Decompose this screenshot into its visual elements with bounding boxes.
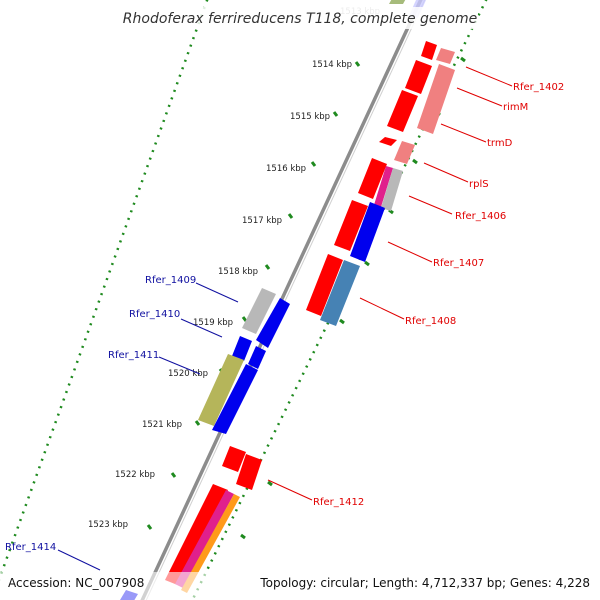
label-trmd[interactable]: trmD (487, 138, 513, 149)
tick-label-1523: 1523 kbp (88, 520, 128, 530)
gene-labels-right: Rfer_1402 rimM trmD rplS Rfer_1406 Rfer_… (313, 82, 564, 508)
tick-label-1518: 1518 kbp (218, 267, 258, 277)
gene-gray-1[interactable] (381, 168, 403, 211)
label-rfer-1411[interactable]: Rfer_1411 (108, 350, 159, 361)
tick-label-1515: 1515 kbp (290, 112, 330, 122)
tick-label-1517: 1517 kbp (242, 216, 282, 226)
label-rfer-1406[interactable]: Rfer_1406 (455, 211, 506, 222)
label-rfer-1407[interactable]: Rfer_1407 (433, 258, 484, 269)
gene-rfer-1410[interactable] (232, 336, 252, 361)
label-rfer-1409[interactable]: Rfer_1409 (145, 275, 196, 286)
label-rfer-1412[interactable]: Rfer_1412 (313, 497, 364, 508)
gene-blue-b[interactable] (256, 298, 290, 348)
gene-rimm[interactable] (405, 60, 432, 94)
gene-blue-f[interactable] (212, 364, 258, 434)
gene-rfer-1408[interactable] (320, 260, 360, 326)
label-rpls[interactable]: rplS (469, 179, 489, 190)
label-rfer-1414[interactable]: Rfer_1414 (5, 542, 56, 553)
gene-labels-left: Rfer_1409 Rfer_1410 Rfer_1411 Rfer_1414 (5, 275, 196, 553)
map-title: Rhodoferax ferrireducens T118, complete … (123, 11, 477, 27)
gene-rfer-1412[interactable] (236, 454, 262, 490)
accession-text: Accession: NC_007908 (8, 576, 144, 590)
gene-trmd[interactable] (417, 64, 455, 134)
gene-blue-d[interactable] (248, 346, 266, 369)
plus-strand-genes (165, 41, 455, 593)
gene-rfer-1406[interactable] (334, 200, 368, 251)
outer-dotted-track (0, 0, 209, 581)
tick-label-1519: 1519 kbp (193, 318, 233, 328)
gene-red-4[interactable] (387, 90, 418, 132)
tick-label-1520: 1520 kbp (168, 369, 208, 379)
tick-label-1516: 1516 kbp (266, 164, 306, 174)
gene-red-7[interactable] (358, 158, 387, 199)
gene-rfer-1402-a[interactable] (421, 41, 437, 60)
label-rimm[interactable]: rimM (503, 102, 528, 113)
gene-rpls[interactable] (394, 141, 415, 164)
gene-red-5[interactable] (379, 137, 397, 146)
faded-gene-top[interactable] (389, 0, 408, 4)
gene-rfer-1407[interactable] (350, 202, 385, 262)
tick-label-1521: 1521 kbp (142, 420, 182, 430)
label-rfer-1408[interactable]: Rfer_1408 (405, 316, 456, 327)
title-backdrop (118, 7, 478, 29)
minus-strand-genes (120, 288, 290, 600)
label-rfer-1410[interactable]: Rfer_1410 (129, 309, 180, 320)
gene-orange[interactable] (181, 494, 240, 593)
tick-label-1514: 1514 kbp (312, 60, 352, 70)
label-leader-lines (57, 66, 513, 571)
gene-rfer-1402-b[interactable] (436, 48, 455, 64)
genome-summary-text: Topology: circular; Length: 4,712,337 bp… (259, 576, 590, 590)
footer-backdrop (0, 572, 600, 600)
kbp-tick-labels: 1514 kbp 1515 kbp 1516 kbp 1517 kbp 1518… (88, 60, 352, 530)
label-rfer-1402[interactable]: Rfer_1402 (513, 82, 564, 93)
gene-red-14[interactable] (165, 484, 228, 586)
gene-red-10[interactable] (306, 254, 343, 316)
genome-backbone-highlight (145, 0, 426, 600)
gene-red-12[interactable] (222, 446, 246, 472)
gene-magenta-2[interactable] (175, 490, 234, 588)
gene-magenta-1[interactable] (374, 166, 393, 207)
gene-rfer-1411[interactable] (198, 354, 244, 426)
tick-label-1522: 1522 kbp (115, 470, 155, 480)
gene-rfer-1409[interactable] (242, 288, 276, 334)
